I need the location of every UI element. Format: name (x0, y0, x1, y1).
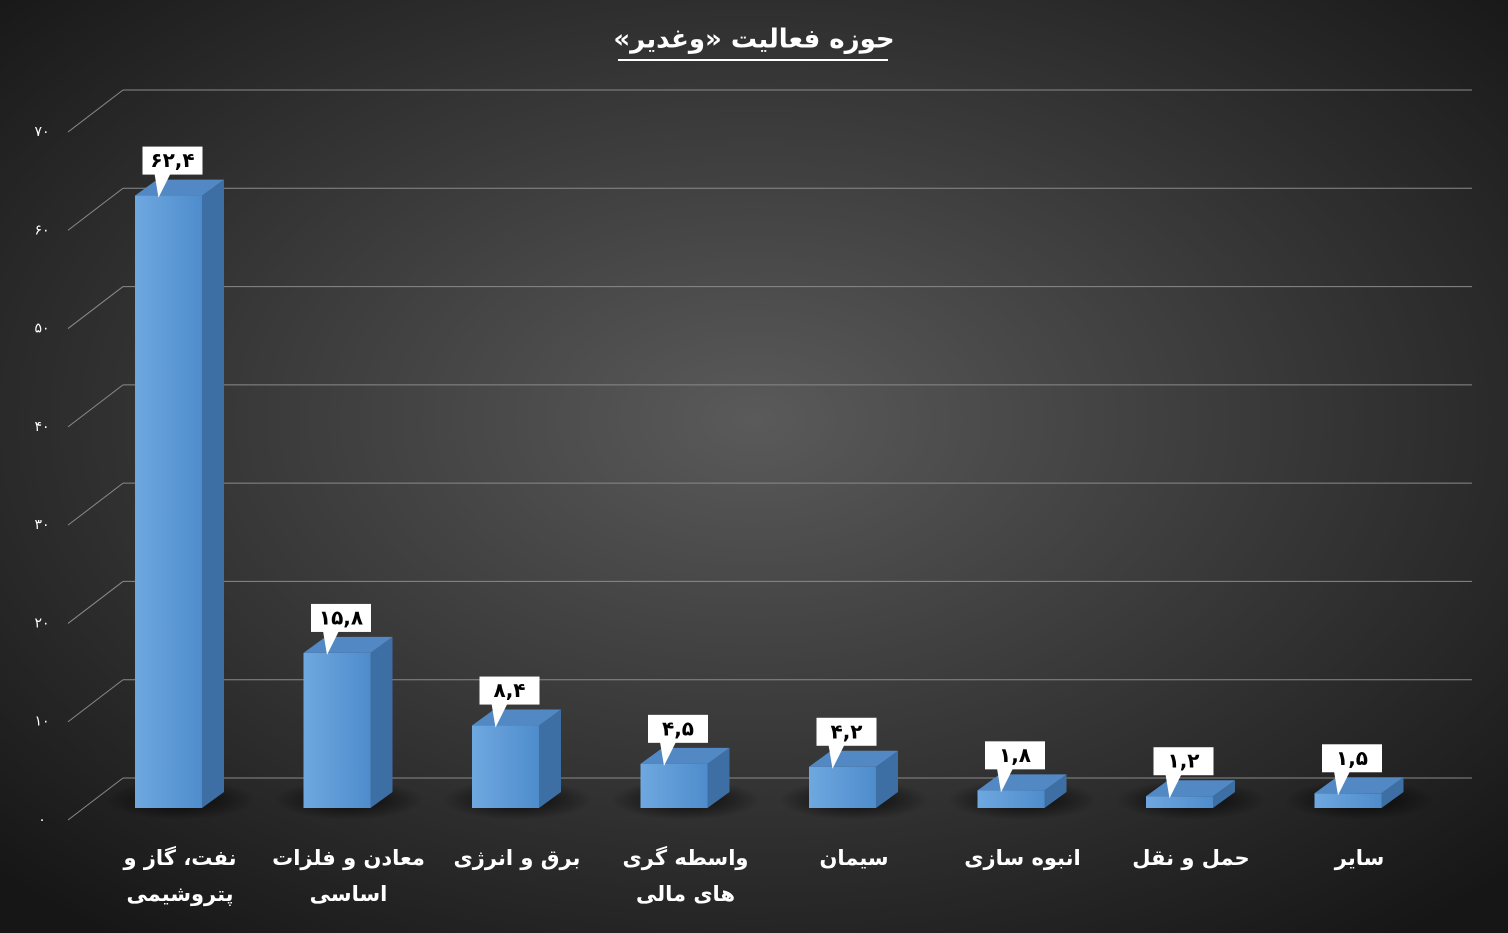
label-pointer (660, 741, 676, 766)
y-tick-label: ۵۰ (34, 321, 49, 337)
label-pointer (154, 173, 171, 198)
chart-title: حوزه فعالیت «وغدیر» (613, 25, 894, 55)
x-tick-label: واسطه گری های مالی (622, 846, 749, 906)
label-pointer (828, 744, 845, 769)
bar-front (135, 195, 202, 809)
value-label: ۴,۲ (830, 719, 862, 743)
label-box (648, 714, 708, 743)
grid-line-side (67, 777, 124, 821)
y-tick-label: ۳۰ (34, 517, 49, 533)
grid-line-side (67, 286, 124, 329)
x-tick-label-box: حمل و نقل (1132, 846, 1250, 870)
y-tick-label: ۲۰ (34, 615, 49, 631)
bar-front (472, 725, 539, 808)
grid: ۰ ۱۰ ۲۰ ۳۰ ۴۰ ۵۰ ۶۰ ۷۰ (34, 89, 1472, 828)
value-label: ۴,۵ (662, 716, 694, 740)
bar-side (707, 747, 730, 808)
x-tick-label: حمل و نقل (1132, 846, 1250, 870)
y-tick-label: ۴۰ (34, 419, 49, 435)
label-box (816, 717, 877, 746)
label-pointer (997, 768, 1013, 793)
y-tick-label: ۱۰ (34, 714, 49, 730)
bar-front (977, 790, 1045, 808)
bar (472, 709, 561, 808)
x-tick-label-box: سایر (1334, 846, 1385, 870)
label-box (311, 603, 371, 632)
bar-front (303, 652, 371, 808)
grid-line-side (67, 482, 124, 526)
y-tick-label: ۰ (38, 812, 46, 828)
x-tick-label: معادن و فلزات اساسی (272, 846, 425, 906)
bar-side (202, 179, 224, 809)
x-tick-label-box: نفت، گاز و پتروشیمی (123, 846, 237, 906)
label-box (985, 741, 1045, 770)
bar (640, 747, 730, 808)
x-tick-label-box: سیمان (819, 846, 889, 870)
label-pointer (1165, 774, 1182, 799)
bar-side (370, 636, 393, 808)
bar-front (1146, 796, 1213, 808)
value-label: ۱,۸ (999, 743, 1031, 767)
x-tick-label-box: انبوه سازی (964, 846, 1081, 870)
bar-side (1381, 777, 1404, 808)
bar-side (1213, 780, 1235, 808)
label-pointer (323, 630, 339, 655)
value-label: ۱,۵ (1336, 746, 1368, 770)
label-pointer (491, 703, 508, 728)
x-tick-label: سیمان (819, 846, 889, 870)
x-tick-label-box: معادن و فلزات اساسی (272, 846, 425, 906)
bar-side (1044, 774, 1067, 808)
y-tick-label: ۶۰ (34, 222, 49, 238)
value-label: ۶۲,۴ (150, 148, 194, 172)
label-box (1153, 747, 1214, 776)
bar-front (809, 766, 876, 808)
grid-line-side (67, 679, 124, 723)
value-label: ۱,۲ (1167, 749, 1199, 773)
bar-front (1314, 793, 1382, 808)
bar (809, 750, 898, 808)
bar-side (876, 750, 898, 808)
label-pointer (1334, 771, 1350, 796)
x-tick-label-box: برق و انرژی (453, 846, 581, 870)
label-box (1322, 744, 1382, 773)
x-tick-label: انبوه سازی (964, 846, 1081, 870)
y-tick-label: ۷۰ (34, 124, 49, 140)
label-box (142, 146, 203, 175)
bar (303, 636, 393, 808)
x-tick-label: سایر (1334, 846, 1385, 870)
bar-front (640, 763, 708, 808)
grid-line-side (67, 581, 124, 624)
bar-side (539, 709, 561, 808)
label-box (479, 676, 540, 705)
bars: ۶۲,۴ ۱۵,۸ ۸,۴ ۴,۵ ۴,۲ ۱,۸ ۱,۲ ۱,۵ (105, 146, 1435, 820)
x-tick-label: برق و انرژی (453, 846, 581, 870)
value-label: ۸,۴ (493, 678, 525, 702)
bar (135, 179, 224, 809)
grid-line-side (67, 384, 124, 428)
value-label: ۱۵,۸ (319, 605, 363, 629)
x-tick-label: نفت، گاز و پتروشیمی (123, 846, 237, 906)
grid-line-side (67, 89, 124, 133)
x-tick-label-box: واسطه گری های مالی (622, 846, 749, 906)
grid-line-side (67, 187, 124, 231)
